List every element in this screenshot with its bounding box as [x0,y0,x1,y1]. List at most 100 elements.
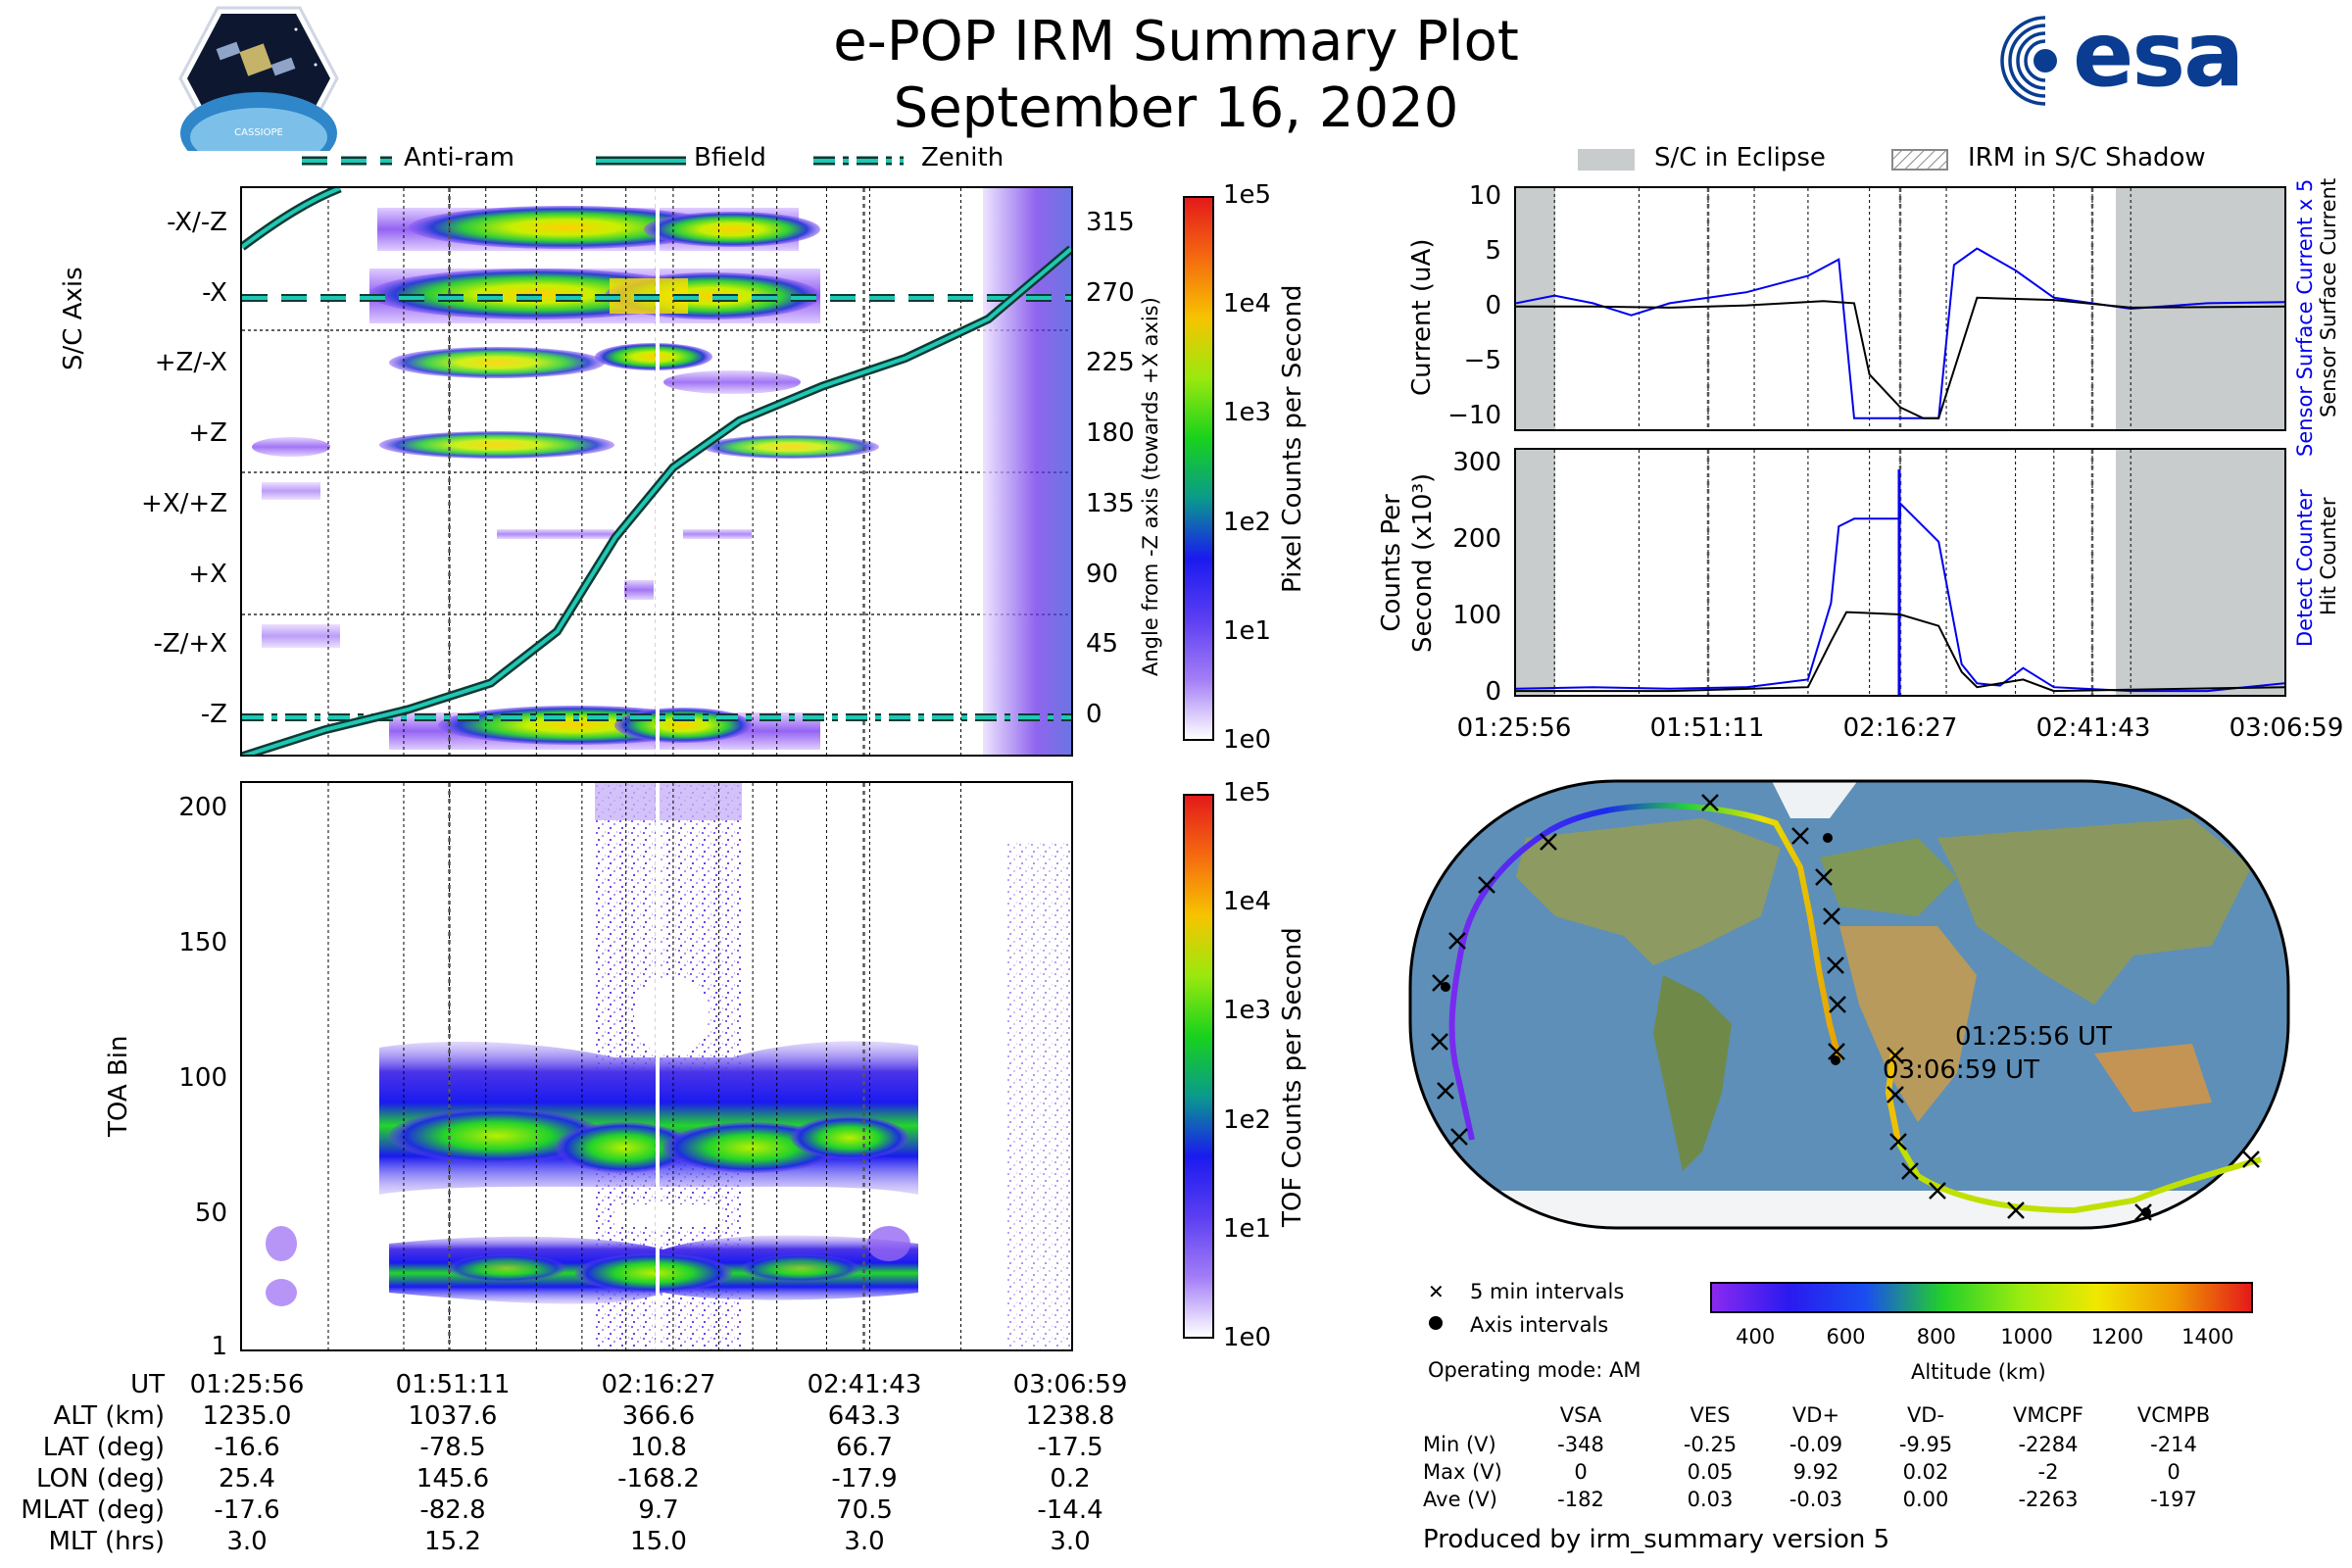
cassiope-label: CASSIOPE [234,127,283,138]
current-y-tick: 5 [1485,236,1501,267]
tof-colorbar-label: TOF Counts per Second [1278,927,1307,1227]
operating-mode: Operating mode: AM [1428,1358,1642,1382]
voltage-cell: -2263 [2018,1488,2079,1511]
current-y-tick: −5 [1463,345,1501,375]
ephemeris-cell: -78.5 [419,1433,486,1462]
altitude-colorbar-label: Altitude (km) [1911,1360,2046,1384]
altitude-tick: 600 [1826,1325,1866,1348]
altitude-tick: 800 [1916,1325,1956,1348]
colorbar-tick: 1e4 [1223,289,1272,319]
voltage-cell: 0 [2167,1460,2180,1484]
time-tick: 02:16:27 [1842,713,1958,743]
colorbar-tick: 1e0 [1223,725,1272,755]
orbit-marker [2007,1201,2025,1219]
orbit-marker [1886,1086,1904,1103]
pixel-colorbar-label: Pixel Counts per Second [1278,284,1307,593]
toa-y-tick: 100 [178,1063,227,1094]
ephemeris-cell: -14.4 [1037,1495,1103,1525]
legend-5min-label: 5 min intervals [1470,1280,1625,1303]
sc-axis-angle-tick: 45 [1086,629,1119,660]
ephemeris-cell: -16.6 [214,1433,280,1462]
ephemeris-cell: 01:25:56 [189,1370,305,1399]
legend-anti-ram: Anti-ram [404,143,515,172]
ephemeris-cell: 70.5 [836,1495,893,1525]
ephemeris-row-label: MLAT (deg) [21,1495,165,1525]
sc-axis-category: +Z [188,418,227,449]
voltage-header: VSA [1559,1403,1602,1427]
legend-5min: ✕ [1428,1280,1445,1303]
sc-axis-angle-tick: 270 [1086,277,1135,308]
sc-axis-panel [240,186,1073,757]
sc-axis-category: +X/+Z [141,488,227,518]
ephemeris-cell: 0.2 [1050,1464,1091,1494]
toa-y-tick: 1 [211,1332,227,1361]
voltage-row-label: Max (V) [1423,1460,1502,1484]
current-y-tick: 0 [1485,291,1501,320]
orbit-marker [1448,932,1466,950]
ephemeris-cell: 25.4 [219,1464,275,1494]
ephemeris-cell: 15.2 [424,1527,481,1556]
current-ylabel: Current (uA) [1407,238,1437,396]
legend-axis-label: Axis intervals [1470,1313,1609,1337]
dot-marker-icon [1429,1316,1443,1330]
sc-axis-angle-tick: 0 [1086,700,1102,729]
time-tick: 01:25:56 [1456,713,1572,743]
orbit-marker [1886,1047,1904,1064]
voltage-cell: 0.02 [1902,1460,1949,1484]
voltage-cell: 0.03 [1687,1488,1734,1511]
orbit-marker [2242,1151,2260,1168]
toa-y-tick: 50 [194,1199,227,1229]
current-right-label-blue: Sensor Surface Current x 5 [2293,178,2317,457]
voltage-cell: -2284 [2018,1433,2079,1456]
sc-axis-angle-tick: 90 [1086,559,1119,589]
esa-logo: esa [1994,2,2278,110]
legend-zenith: Zenith [921,143,1004,172]
voltage-header: VCMPB [2136,1403,2211,1427]
counts-y-tick: 200 [1452,523,1501,554]
voltage-header: VES [1690,1403,1731,1427]
ephemeris-cell: -168.2 [617,1464,700,1494]
page-date: September 16, 2020 [893,76,1459,140]
counts-right-label-black: Hit Counter [2317,497,2340,615]
toa-ylabel: TOA Bin [104,1035,133,1137]
altitude-tick: 1000 [2000,1325,2053,1348]
ephemeris-cell: 15.0 [630,1527,687,1556]
colorbar-tick: 1e1 [1223,615,1272,646]
ephemeris-cell: 02:41:43 [807,1370,922,1399]
altitude-colorbar [1710,1282,2253,1313]
ephemeris-cell: 643.3 [827,1401,902,1431]
voltage-cell: -182 [1557,1488,1604,1511]
sc-axis-angle-tick: 180 [1086,418,1135,449]
orbit-marker [1901,1162,1919,1180]
orbit-marker [1889,1133,1907,1151]
time-tick: 02:41:43 [2035,713,2151,743]
ephemeris-row-label: MLT (hrs) [48,1527,166,1556]
colorbar-tick: 1e3 [1223,398,1272,428]
ephemeris-cell: 01:51:11 [395,1370,511,1399]
altitude-tick: 400 [1736,1325,1776,1348]
ephemeris-cell: 3.0 [226,1527,268,1556]
orbit-marker [1829,996,1846,1013]
voltage-row-label: Ave (V) [1423,1488,1497,1511]
ephemeris-row-label: LON (deg) [35,1464,165,1494]
ephemeris-cell: -82.8 [419,1495,486,1525]
colorbar-tick: 1e5 [1223,778,1272,808]
esa-wordmark: esa [2073,2,2244,107]
pixel-colorbar [1183,196,1214,741]
map-end-label: 03:06:59 UT [1883,1055,2039,1085]
sc-axis-angle-tick: 135 [1086,488,1135,518]
voltage-cell: 0.05 [1687,1460,1734,1484]
world-map: 01:25:56 UT 03:06:59 UT [1408,779,2290,1230]
toa-y-tick: 200 [178,792,227,822]
ephemeris-cell: 1238.8 [1025,1401,1115,1431]
cassiope-logo: CASSIOPE [178,6,339,174]
ephemeris-cell: 02:16:27 [601,1370,716,1399]
current-right-label-black: Sensor Surface Current [2317,177,2340,417]
ephemeris-cell: 3.0 [1050,1527,1091,1556]
colorbar-tick: 1e5 [1223,180,1272,210]
orbit-marker [1450,1128,1468,1146]
voltage-cell: -0.25 [1683,1433,1738,1456]
altitude-tick: 1400 [2181,1325,2234,1348]
ephemeris-cell: 03:06:59 [1012,1370,1128,1399]
ephemeris-cell: 1037.6 [408,1401,498,1431]
